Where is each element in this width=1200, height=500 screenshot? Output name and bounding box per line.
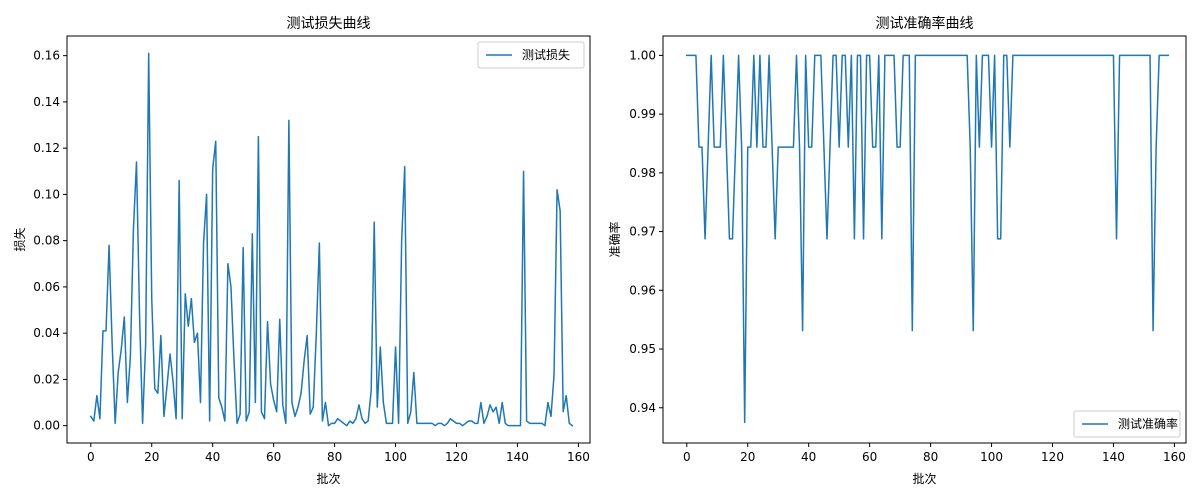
loss-chart-panel: 测试损失曲线 0 20 40 60 80 100 120 140 160 0.00 0.02 0.04… <box>12 16 591 486</box>
loss-y-tick-label: 0.12 <box>33 141 60 155</box>
loss-y-tick-label: 0.14 <box>33 95 60 109</box>
loss-x-tick-label: 80 <box>327 450 342 464</box>
loss-legend-label: 测试损失 <box>522 47 570 62</box>
accuracy-y-tick-label: 0.96 <box>629 283 656 297</box>
loss-chart-axes-frame <box>66 35 591 444</box>
loss-x-tick-label: 0 <box>87 450 95 464</box>
loss-y-tick-label: 0.00 <box>33 419 60 433</box>
accuracy-chart-axes-frame <box>662 35 1187 444</box>
accuracy-y-tick-label: 0.94 <box>629 401 656 415</box>
accuracy-legend-label: 测试准确率 <box>1118 416 1178 431</box>
accuracy-x-tick-label: 40 <box>801 450 816 464</box>
accuracy-x-tick-label: 80 <box>923 450 938 464</box>
loss-x-tick-label: 60 <box>266 450 281 464</box>
loss-x-tick-label: 120 <box>445 450 468 464</box>
loss-chart-legend: 测试损失 <box>477 41 585 69</box>
accuracy-series-line <box>686 54 1170 424</box>
loss-y-tick-label: 0.08 <box>33 234 60 248</box>
loss-x-tick-label: 100 <box>384 450 407 464</box>
accuracy-x-tick-label: 120 <box>1041 450 1064 464</box>
accuracy-x-tick-label: 100 <box>980 450 1003 464</box>
loss-x-tick-label: 40 <box>205 450 220 464</box>
loss-y-tick-label: 0.16 <box>33 49 60 63</box>
accuracy-chart-legend: 测试准确率 <box>1073 410 1181 438</box>
loss-x-tick-label: 160 <box>567 450 590 464</box>
accuracy-y-tick-label: 0.95 <box>629 342 656 356</box>
loss-series-line <box>89 52 574 427</box>
loss-y-tick-label: 0.02 <box>33 372 60 386</box>
accuracy-y-tick-label: 0.99 <box>629 107 656 121</box>
accuracy-legend-box <box>1073 410 1181 438</box>
accuracy-x-tick-label: 20 <box>740 450 755 464</box>
loss-x-tick-label: 20 <box>144 450 159 464</box>
accuracy-x-tick-label: 140 <box>1102 450 1125 464</box>
accuracy-chart-title: 测试准确率曲线 <box>876 15 974 32</box>
loss-x-tick-label: 140 <box>506 450 529 464</box>
loss-legend-box <box>477 41 585 69</box>
accuracy-chart-panel: 测试准确率曲线 0 20 40 60 80 100 120 140 160 0.94 0.95 0.9… <box>607 15 1187 486</box>
accuracy-x-tick-label: 160 <box>1163 450 1186 464</box>
loss-y-tick-label: 0.06 <box>33 280 60 294</box>
loss-chart-x-axis-label: 批次 <box>316 471 340 486</box>
loss-y-tick-label: 0.10 <box>33 187 60 201</box>
loss-y-tick-label: 0.04 <box>33 326 60 340</box>
accuracy-x-tick-label: 60 <box>862 450 877 464</box>
accuracy-y-tick-label: 0.98 <box>629 166 656 180</box>
accuracy-chart-x-axis-label: 批次 <box>912 471 936 486</box>
accuracy-y-tick-label: 1.00 <box>629 48 656 62</box>
accuracy-chart-y-axis-label: 准确率 <box>607 221 622 257</box>
accuracy-y-tick-label: 0.97 <box>629 225 656 239</box>
loss-chart-title: 测试损失曲线 <box>287 16 371 32</box>
loss-chart-y-axis-label: 损失 <box>12 227 27 251</box>
accuracy-x-tick-label: 0 <box>683 450 691 464</box>
